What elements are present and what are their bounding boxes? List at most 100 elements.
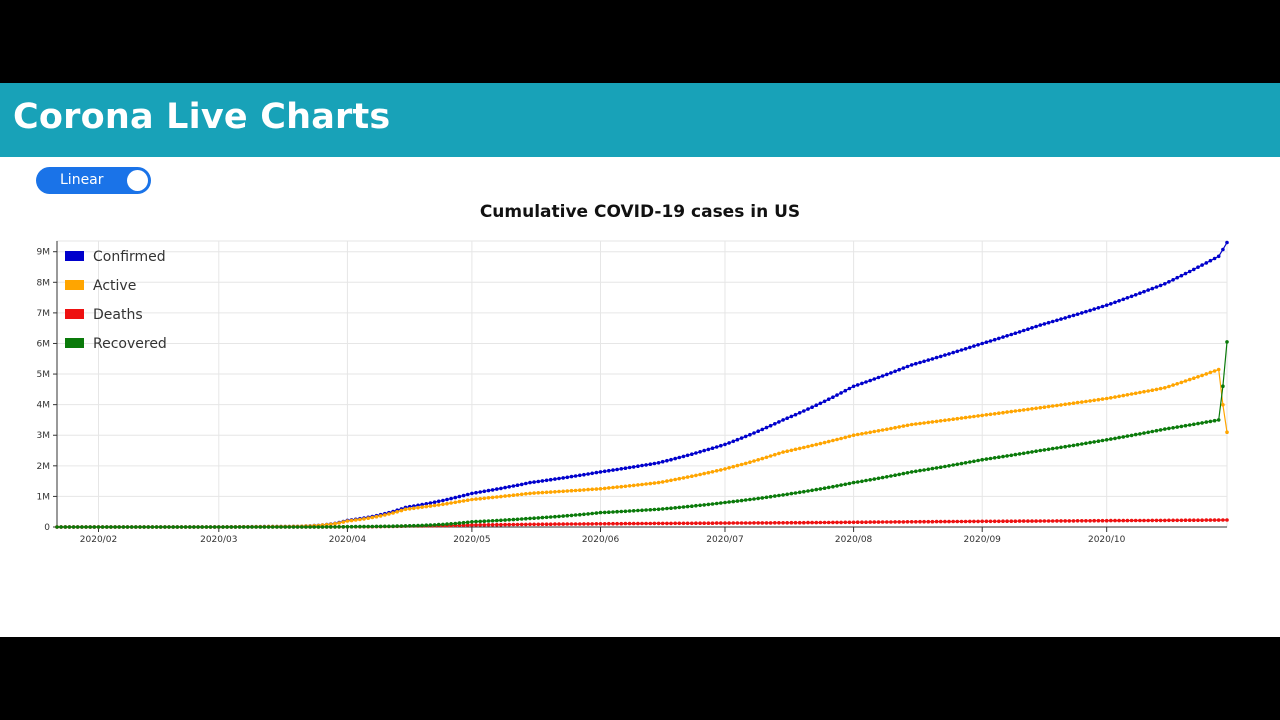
data-point (930, 466, 935, 471)
data-point (528, 491, 532, 496)
data-point (1133, 391, 1138, 396)
data-point (1200, 421, 1204, 425)
data-point (416, 523, 420, 528)
data-point (963, 415, 968, 420)
data-point (457, 521, 462, 525)
data-point (486, 523, 491, 527)
data-point (947, 464, 951, 468)
data-point (743, 461, 748, 466)
data-point (1183, 379, 1188, 383)
data-point (1026, 519, 1030, 523)
data-point (623, 509, 628, 514)
data-point (839, 483, 843, 487)
toggle-knob[interactable] (127, 170, 148, 191)
data-point (731, 439, 736, 444)
data-point (860, 432, 864, 436)
data-point (1109, 518, 1113, 523)
data-point (1133, 432, 1138, 437)
series-recovered (55, 340, 1229, 529)
data-point (138, 525, 142, 529)
data-point (1071, 519, 1076, 523)
data-point (1113, 518, 1117, 523)
data-point (843, 482, 848, 487)
data-point (594, 487, 599, 491)
data-point (370, 524, 375, 529)
data-point (536, 491, 541, 495)
data-point (889, 371, 893, 375)
x-tick-label: 2020/06 (582, 535, 620, 545)
data-point (959, 461, 964, 466)
data-point (694, 451, 698, 455)
data-point (723, 467, 727, 471)
data-point (1063, 316, 1067, 320)
data-point (1088, 399, 1092, 403)
data-point (204, 525, 209, 529)
data-point (478, 523, 483, 527)
data-point (420, 523, 424, 528)
data-point (250, 525, 254, 529)
data-point (308, 525, 312, 529)
data-point (926, 467, 931, 472)
data-point (636, 483, 640, 487)
scale-toggle[interactable]: Linear (36, 167, 151, 194)
data-point (905, 520, 910, 524)
data-point (395, 524, 400, 528)
data-point (843, 435, 848, 440)
data-point (673, 456, 677, 461)
data-point (1005, 454, 1009, 458)
data-point (507, 518, 512, 522)
data-point (270, 525, 275, 529)
data-point (1005, 410, 1009, 414)
y-tick-label: 5M (37, 370, 51, 380)
data-point (1212, 418, 1217, 423)
data-point (449, 522, 453, 526)
data-point (412, 506, 416, 511)
data-point (1200, 518, 1204, 522)
data-point (955, 462, 960, 467)
data-point (611, 521, 615, 526)
data-point (474, 519, 478, 524)
data-point (602, 510, 607, 515)
y-tick-label: 9M (37, 248, 51, 258)
data-point (212, 525, 217, 529)
data-point (391, 524, 395, 528)
data-point (387, 512, 391, 516)
data-point (424, 502, 429, 506)
data-point (540, 490, 545, 495)
data-point (756, 496, 760, 501)
data-point (300, 525, 304, 529)
data-point (739, 498, 744, 503)
data-point (831, 484, 835, 489)
data-point (855, 383, 860, 387)
data-point (627, 521, 632, 526)
data-point (200, 525, 204, 529)
data-point (972, 414, 976, 419)
data-point (631, 509, 636, 513)
data-point (636, 508, 640, 513)
data-point (1030, 519, 1034, 523)
data-point (474, 523, 478, 527)
data-point (499, 518, 503, 523)
data-point (1167, 280, 1171, 284)
data-point (1088, 519, 1092, 523)
data-point (503, 494, 507, 498)
data-point (860, 520, 864, 524)
data-point (714, 445, 719, 449)
data-point (1225, 430, 1229, 434)
data-point (1009, 332, 1014, 337)
data-point (1088, 308, 1092, 313)
chart-axes: 0 1M 2M 3M 4M 5M 6M 7M 8M 9M 2020/02 2020/03 2020/04… (37, 241, 1227, 545)
data-point (636, 464, 640, 469)
data-point (519, 522, 524, 527)
data-point (1042, 405, 1047, 409)
data-point (665, 479, 669, 483)
chart-container: Cumulative COVID-19 cases in US 0 1M 2M 3M 4… (0, 193, 1280, 563)
data-point (490, 519, 495, 523)
data-point (785, 492, 789, 497)
data-point (1030, 450, 1034, 454)
x-tick-label: 2020/09 (964, 535, 1002, 545)
data-point (777, 493, 781, 498)
data-point (669, 478, 673, 483)
data-point (134, 525, 138, 529)
data-point (1063, 444, 1067, 449)
